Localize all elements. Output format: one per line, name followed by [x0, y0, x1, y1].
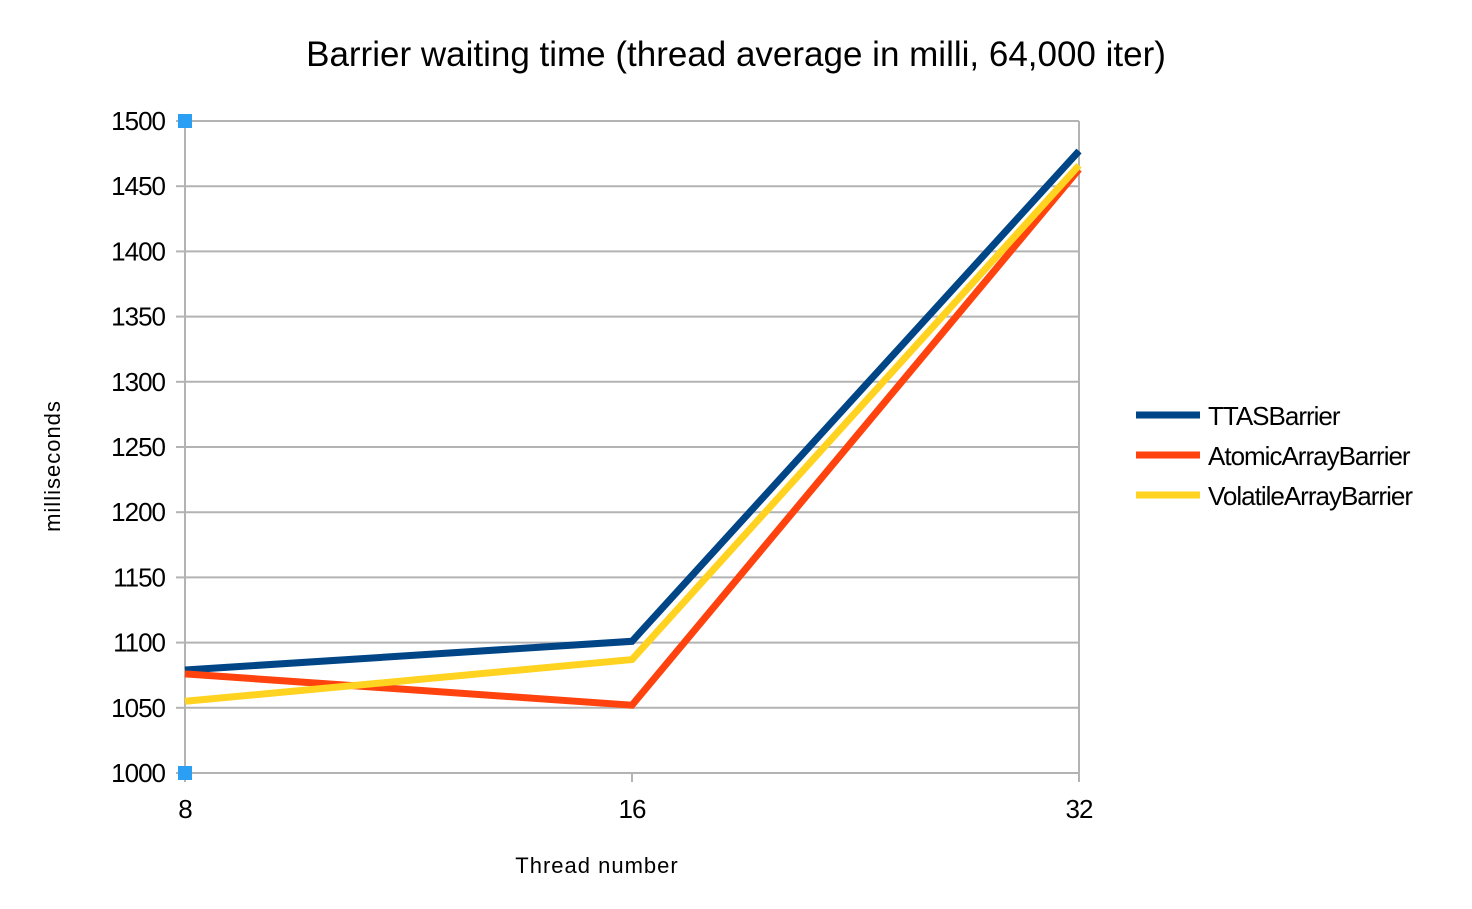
series-line-TTASBarrier [185, 151, 1079, 670]
series-line-VolatileArrayBarrier [185, 165, 1079, 701]
legend-label-TTASBarrier: TTASBarrier [1208, 401, 1341, 431]
x-axis-ticks: 8 16 32 [178, 773, 1093, 824]
y-tick-label: 1400 [111, 236, 165, 266]
y-tick-label: 1000 [111, 758, 165, 788]
legend-label-VolatileArrayBarrier: VolatileArrayBarrier [1208, 481, 1413, 511]
axis-handle-marker [178, 114, 192, 128]
axis-handle-marker [178, 766, 192, 780]
x-tick-label: 32 [1066, 794, 1093, 824]
legend-label-AtomicArrayBarrier: AtomicArrayBarrier [1208, 441, 1411, 471]
y-tick-label: 1100 [113, 628, 165, 658]
y-tick-label: 1200 [111, 497, 165, 527]
x-tick-label: 16 [619, 794, 646, 824]
series-line-AtomicArrayBarrier [185, 169, 1079, 705]
y-tick-label: 1500 [111, 106, 165, 136]
y-axis-ticks: 1000 1050 1100 1150 1200 1250 1300 1350 1400 1450… [111, 106, 185, 788]
y-tick-label: 1250 [111, 432, 165, 462]
y-tick-label: 1150 [113, 562, 165, 592]
series-lines [185, 151, 1079, 705]
y-axis-label: milliseconds [40, 400, 65, 532]
y-tick-label: 1300 [111, 367, 165, 397]
x-tick-label: 8 [178, 794, 192, 824]
y-tick-label: 1450 [111, 171, 165, 201]
gridlines [185, 121, 1079, 773]
legend: TTASBarrier AtomicArrayBarrier VolatileArr… [1136, 401, 1413, 511]
x-axis-label: Thread number [515, 853, 678, 878]
chart-title: Barrier waiting time (thread average in … [306, 35, 1166, 74]
y-tick-label: 1350 [111, 302, 165, 332]
y-tick-label: 1050 [111, 693, 165, 723]
